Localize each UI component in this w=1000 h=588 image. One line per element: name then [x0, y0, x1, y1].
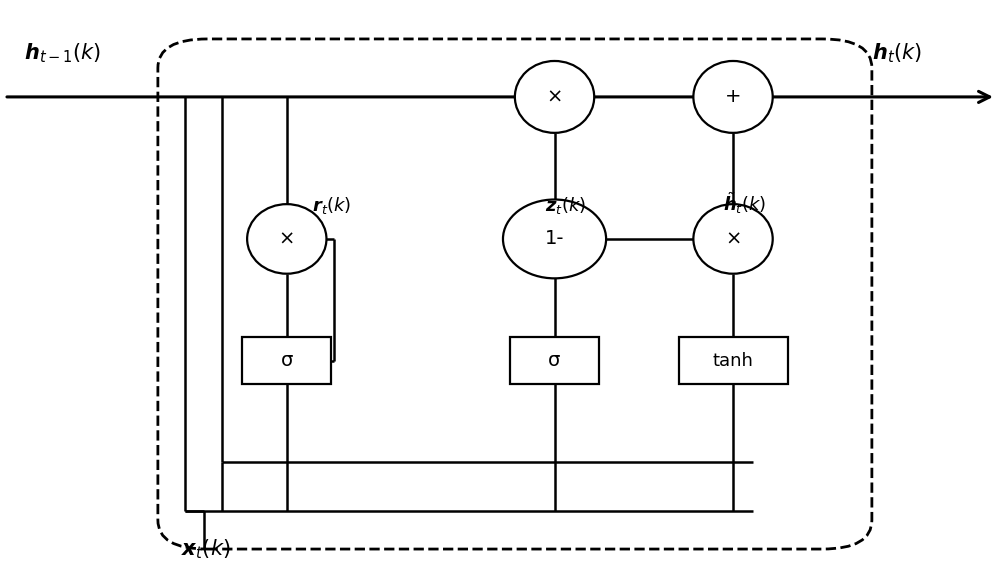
- Text: $\boldsymbol{r}_{t}(k)$: $\boldsymbol{r}_{t}(k)$: [312, 195, 351, 216]
- FancyBboxPatch shape: [510, 338, 599, 384]
- Text: σ: σ: [548, 351, 561, 370]
- Ellipse shape: [247, 204, 326, 273]
- Text: $\boldsymbol{h}_{t-1}(k)$: $\boldsymbol{h}_{t-1}(k)$: [24, 42, 101, 65]
- Ellipse shape: [693, 61, 773, 133]
- Text: $\boldsymbol{x}_{t}(k)$: $\boldsymbol{x}_{t}(k)$: [181, 537, 230, 560]
- Text: tanh: tanh: [713, 352, 753, 370]
- Text: ×: ×: [725, 229, 741, 249]
- Text: ×: ×: [279, 229, 295, 249]
- Ellipse shape: [503, 199, 606, 278]
- Text: 1-: 1-: [545, 229, 564, 249]
- Text: $\boldsymbol{z}_{t}(k)$: $\boldsymbol{z}_{t}(k)$: [545, 195, 586, 216]
- Text: +: +: [725, 88, 741, 106]
- FancyBboxPatch shape: [678, 338, 788, 384]
- Ellipse shape: [515, 61, 594, 133]
- Text: $\tilde{\boldsymbol{h}}_{t}(k)$: $\tilde{\boldsymbol{h}}_{t}(k)$: [723, 191, 766, 216]
- Text: $\boldsymbol{h}_{t}(k)$: $\boldsymbol{h}_{t}(k)$: [872, 42, 922, 65]
- Text: σ: σ: [281, 351, 293, 370]
- FancyBboxPatch shape: [242, 338, 331, 384]
- Text: ×: ×: [546, 88, 563, 106]
- Ellipse shape: [693, 204, 773, 273]
